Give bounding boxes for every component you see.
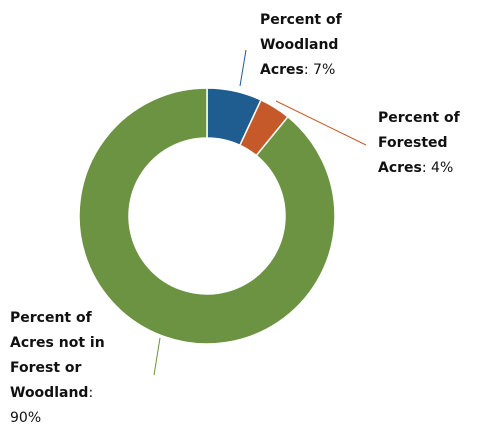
value-label: : 4%: [421, 160, 454, 176]
leader-line: [239, 49, 247, 87]
category-label: Percent of Forested Acres: [378, 110, 460, 176]
data-label: Percent of Woodland Acres: 7%: [260, 8, 372, 83]
category-label: Percent of Woodland Acres: [260, 12, 342, 78]
value-label: : 90%: [10, 385, 94, 426]
leader-line: [275, 100, 367, 146]
donut-segment: [78, 87, 336, 345]
leader-line: [153, 337, 161, 376]
value-label: : 7%: [303, 62, 336, 78]
category-label: Percent of Acres not in Forest or Woodla…: [10, 310, 105, 401]
data-label: Percent of Acres not in Forest or Woodla…: [10, 306, 118, 431]
data-label: Percent of Forested Acres: 4%: [378, 106, 478, 181]
